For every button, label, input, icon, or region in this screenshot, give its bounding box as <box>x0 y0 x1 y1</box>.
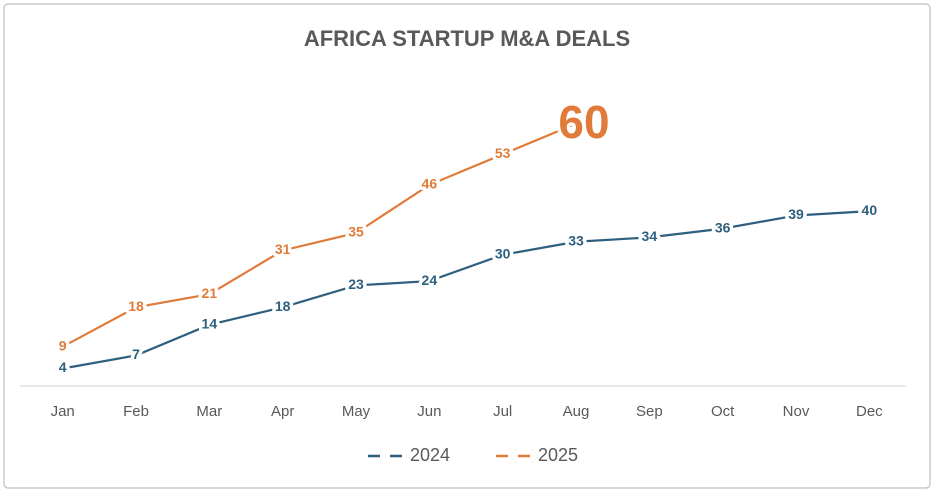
x-tick-label: Sep <box>636 403 663 420</box>
data-label: 24 <box>422 272 438 288</box>
data-label: 14 <box>202 316 218 332</box>
data-label: 18 <box>128 298 144 314</box>
data-label: 31 <box>275 241 291 257</box>
data-label: 53 <box>495 145 511 161</box>
x-tick-label: May <box>342 403 371 420</box>
x-tick-label: Jan <box>51 403 75 420</box>
legend-label: 2025 <box>538 445 578 465</box>
data-label: 30 <box>495 246 511 262</box>
x-tick-label: Feb <box>123 403 149 420</box>
data-label: 33 <box>568 232 584 248</box>
x-tick-label: Apr <box>271 403 294 420</box>
chart-border <box>3 3 931 489</box>
x-tick-label: Mar <box>196 403 222 420</box>
legend-label: 2024 <box>410 445 450 465</box>
data-label: 39 <box>788 206 804 222</box>
x-tick-label: Oct <box>711 403 735 420</box>
x-tick-label: Aug <box>563 403 590 420</box>
data-label: 60 <box>558 96 609 148</box>
x-tick-label: Dec <box>856 403 883 420</box>
data-label: 18 <box>275 298 291 314</box>
data-label: 23 <box>348 276 364 292</box>
data-label: 36 <box>715 219 731 235</box>
data-label: 40 <box>862 202 878 218</box>
x-tick-label: Jul <box>493 403 512 420</box>
data-label: 7 <box>132 346 140 362</box>
series-line <box>62 210 870 370</box>
data-label: 21 <box>202 285 218 301</box>
x-tick-label: Jun <box>417 403 441 420</box>
chart-title: AFRICA STARTUP M&A DEALS <box>304 26 630 51</box>
data-label: 46 <box>422 176 438 192</box>
data-label: 9 <box>59 337 67 353</box>
data-label: 34 <box>642 228 658 244</box>
data-label: 35 <box>348 224 364 240</box>
series-line <box>62 122 577 348</box>
x-tick-label: Nov <box>783 403 810 420</box>
data-label: 4 <box>59 359 67 375</box>
